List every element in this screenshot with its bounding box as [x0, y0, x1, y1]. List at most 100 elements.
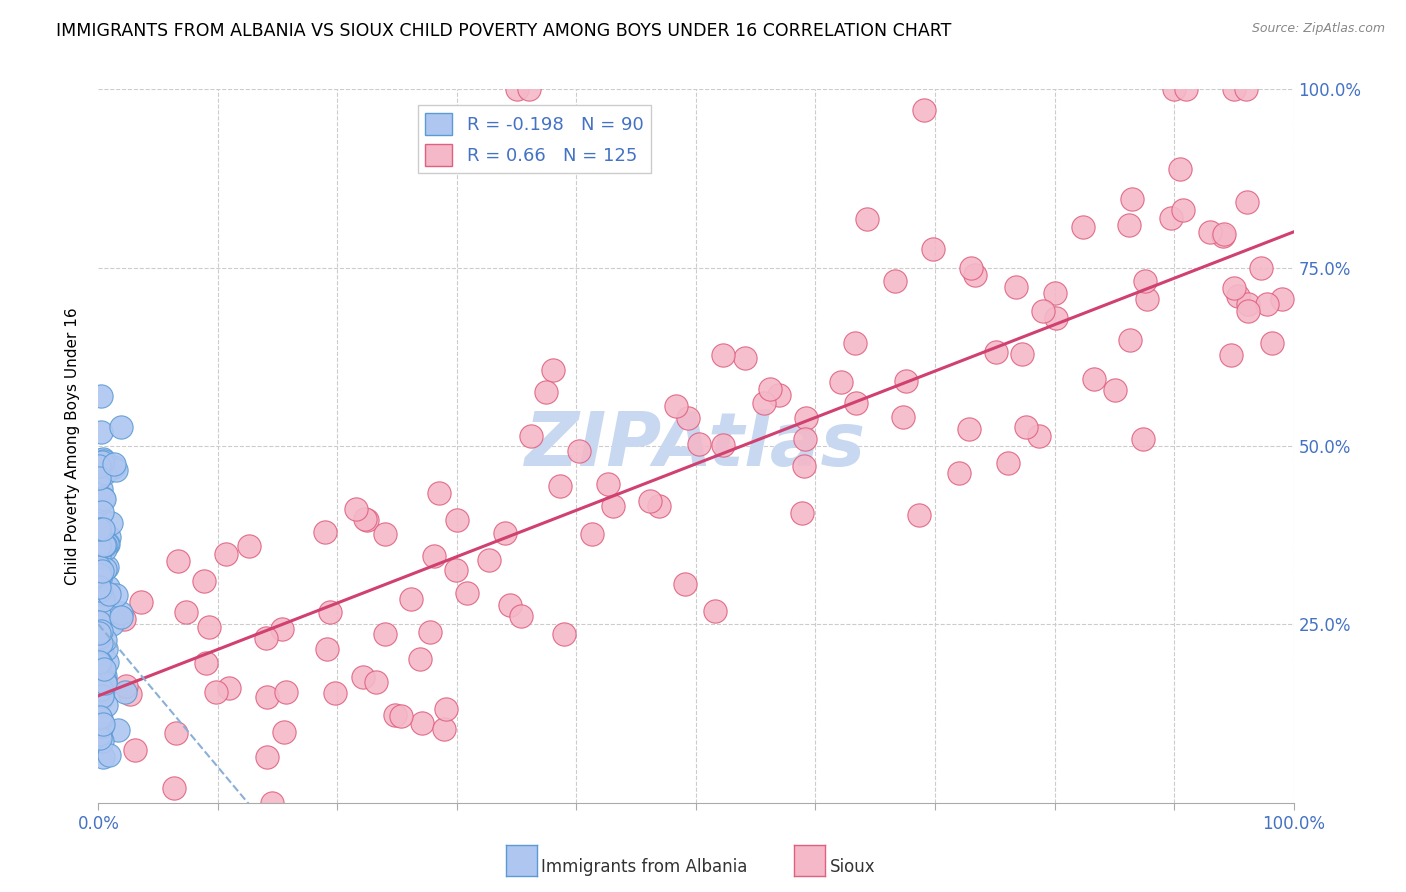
- Point: [205, 685, 228, 699]
- Point: [91, 750, 114, 764]
- Point: [444, 563, 467, 577]
- Point: [389, 709, 412, 723]
- Point: [665, 399, 688, 413]
- Point: [1237, 304, 1260, 318]
- Point: [166, 554, 188, 568]
- Point: [1163, 82, 1185, 96]
- Point: [91, 564, 114, 578]
- Point: [793, 433, 815, 447]
- Point: [107, 723, 129, 737]
- Point: [87, 549, 110, 563]
- Point: [446, 513, 468, 527]
- Point: [93, 467, 115, 481]
- Point: [434, 701, 457, 715]
- Y-axis label: Child Poverty Among Boys Under 16: Child Poverty Among Boys Under 16: [65, 307, 80, 585]
- Point: [673, 577, 696, 591]
- Point: [364, 675, 387, 690]
- Point: [93, 669, 115, 683]
- Point: [384, 708, 406, 723]
- Point: [96, 655, 118, 669]
- Point: [162, 781, 184, 796]
- Point: [959, 260, 981, 275]
- Point: [316, 641, 339, 656]
- Point: [638, 494, 661, 508]
- Point: [89, 471, 111, 485]
- Point: [218, 681, 240, 695]
- Point: [1121, 192, 1143, 206]
- Point: [89, 453, 111, 467]
- Point: [91, 719, 114, 733]
- Point: [94, 673, 117, 688]
- Point: [89, 539, 111, 553]
- Point: [90, 636, 112, 650]
- Point: [90, 389, 112, 403]
- Point: [1256, 297, 1278, 311]
- Point: [423, 549, 446, 563]
- Point: [89, 616, 111, 631]
- Point: [1171, 203, 1194, 218]
- Point: [883, 274, 905, 288]
- Point: [94, 676, 117, 690]
- Point: [354, 511, 377, 525]
- Point: [93, 593, 115, 607]
- Point: [759, 383, 782, 397]
- Point: [912, 103, 935, 117]
- Point: [548, 479, 571, 493]
- Point: [891, 409, 914, 424]
- Point: [419, 625, 441, 640]
- Point: [411, 716, 433, 731]
- Point: [89, 559, 111, 574]
- Point: [91, 458, 114, 472]
- Point: [986, 345, 1008, 359]
- Point: [1032, 304, 1054, 318]
- Point: [96, 537, 118, 551]
- Point: [90, 586, 112, 600]
- Point: [1118, 218, 1140, 232]
- Point: [87, 709, 110, 723]
- Point: [506, 82, 529, 96]
- Point: [89, 459, 111, 474]
- Point: [104, 588, 127, 602]
- Point: [97, 536, 120, 550]
- Point: [89, 675, 111, 690]
- Point: [1045, 310, 1067, 325]
- Point: [93, 662, 115, 676]
- Point: [648, 499, 671, 513]
- Point: [790, 506, 813, 520]
- Point: [711, 348, 734, 362]
- Point: [98, 530, 121, 544]
- Point: [89, 582, 111, 597]
- Point: [89, 607, 111, 621]
- Point: [89, 568, 111, 582]
- Point: [456, 586, 478, 600]
- Point: [256, 690, 278, 704]
- Point: [87, 522, 110, 536]
- Point: [957, 422, 980, 436]
- Point: [344, 501, 367, 516]
- Point: [894, 374, 917, 388]
- Point: [93, 492, 115, 507]
- Point: [768, 388, 790, 402]
- Point: [103, 457, 125, 471]
- Point: [1250, 261, 1272, 276]
- Point: [87, 632, 110, 647]
- Point: [97, 580, 120, 594]
- Point: [89, 572, 111, 586]
- Text: ZIPAtlas: ZIPAtlas: [526, 409, 866, 483]
- Point: [1199, 225, 1222, 239]
- Point: [96, 698, 118, 712]
- Point: [1028, 429, 1050, 443]
- Point: [374, 527, 396, 541]
- Point: [89, 655, 111, 669]
- Point: [1136, 292, 1159, 306]
- Point: [1005, 279, 1028, 293]
- Point: [90, 425, 112, 439]
- Point: [602, 499, 624, 513]
- Legend: R = -0.198   N = 90, R = 0.66   N = 125: R = -0.198 N = 90, R = 0.66 N = 125: [418, 105, 651, 173]
- Point: [1220, 348, 1243, 362]
- Point: [907, 508, 929, 523]
- Point: [1175, 82, 1198, 96]
- Point: [1071, 220, 1094, 235]
- Point: [1104, 384, 1126, 398]
- Point: [704, 604, 727, 618]
